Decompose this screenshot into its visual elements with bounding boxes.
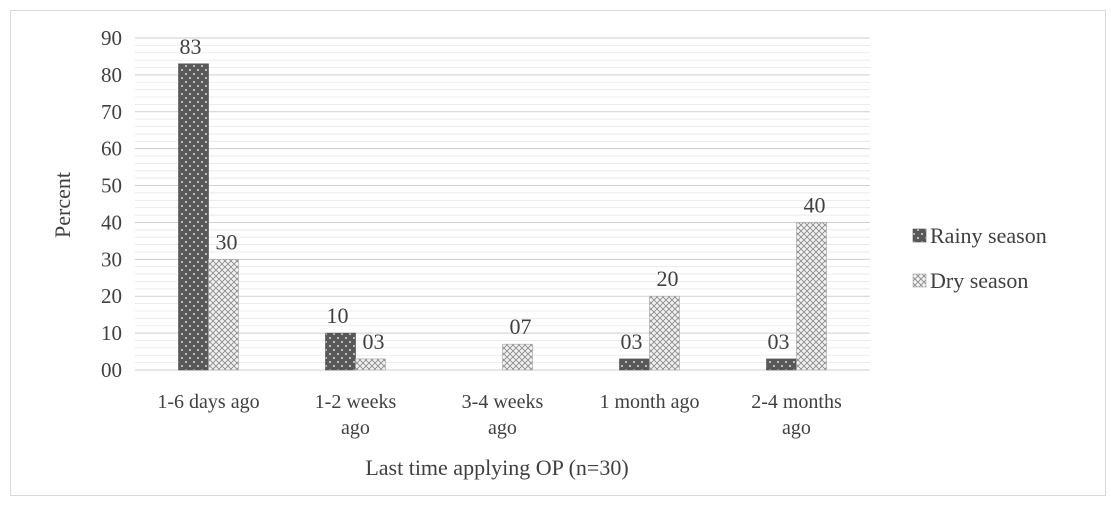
x-category-label: 1-6 days ago <box>157 391 259 413</box>
legend-label-rainy: Rainy season <box>930 223 1047 248</box>
y-axis-title: Percent <box>50 172 75 238</box>
data-label-rainy-3: 03 <box>621 329 643 354</box>
gridlines <box>135 37 870 371</box>
bar-rainy-1 <box>325 332 356 371</box>
y-tick-label: 00 <box>101 358 122 382</box>
data-label-dry-4: 40 <box>804 192 826 217</box>
x-category-label: ago <box>341 417 370 439</box>
y-tick-label: 70 <box>101 100 122 124</box>
x-category-label: 2-4 months <box>751 391 842 413</box>
legend: Rainy season Dry season <box>912 223 1047 293</box>
x-category-label: ago <box>488 417 517 439</box>
x-category-label: 1 month ago <box>600 391 700 413</box>
bar-dry-2 <box>502 343 533 371</box>
bar-dry-1 <box>355 358 386 371</box>
bars <box>178 63 827 371</box>
y-tick-labels: 00 10 20 30 40 50 60 70 80 90 <box>101 26 122 382</box>
y-tick-label: 60 <box>101 137 122 161</box>
data-label-rainy-0: 83 <box>180 34 202 59</box>
y-tick-label: 10 <box>101 321 122 345</box>
data-label-rainy-4: 03 <box>768 329 790 354</box>
y-tick-label: 80 <box>101 63 122 87</box>
legend-swatch-dry <box>912 273 927 288</box>
data-labels: 83 30 10 03 07 03 20 03 40 <box>180 34 826 354</box>
x-category-label: 1-2 weeks <box>315 391 397 413</box>
bar-dry-4 <box>796 222 827 371</box>
legend-label-dry: Dry season <box>930 268 1028 293</box>
y-tick-label: 30 <box>101 247 122 271</box>
x-category-labels: 1-6 days ago 1-2 weeks ago 3-4 weeks ago 1 mo… <box>157 391 842 439</box>
x-category-label: 3-4 weeks <box>462 391 544 413</box>
data-label-dry-1: 03 <box>363 329 385 354</box>
legend-swatch-rainy <box>912 228 927 243</box>
y-tick-label: 40 <box>101 210 122 234</box>
data-label-dry-3: 20 <box>657 266 679 291</box>
bar-dry-3 <box>649 295 680 371</box>
bar-rainy-3 <box>619 358 650 371</box>
x-category-label: ago <box>782 417 811 439</box>
data-label-dry-0: 30 <box>216 229 238 254</box>
bar-rainy-4 <box>766 358 797 371</box>
bar-dry-0 <box>208 259 239 371</box>
data-label-rainy-1: 10 <box>327 303 349 328</box>
x-axis-title: Last time applying OP (n=30) <box>365 455 628 480</box>
y-tick-label: 50 <box>101 174 122 198</box>
data-label-dry-2: 07 <box>510 314 532 339</box>
bar-rainy-0 <box>178 63 209 371</box>
y-tick-label: 90 <box>101 26 122 50</box>
y-tick-label: 20 <box>101 284 122 308</box>
